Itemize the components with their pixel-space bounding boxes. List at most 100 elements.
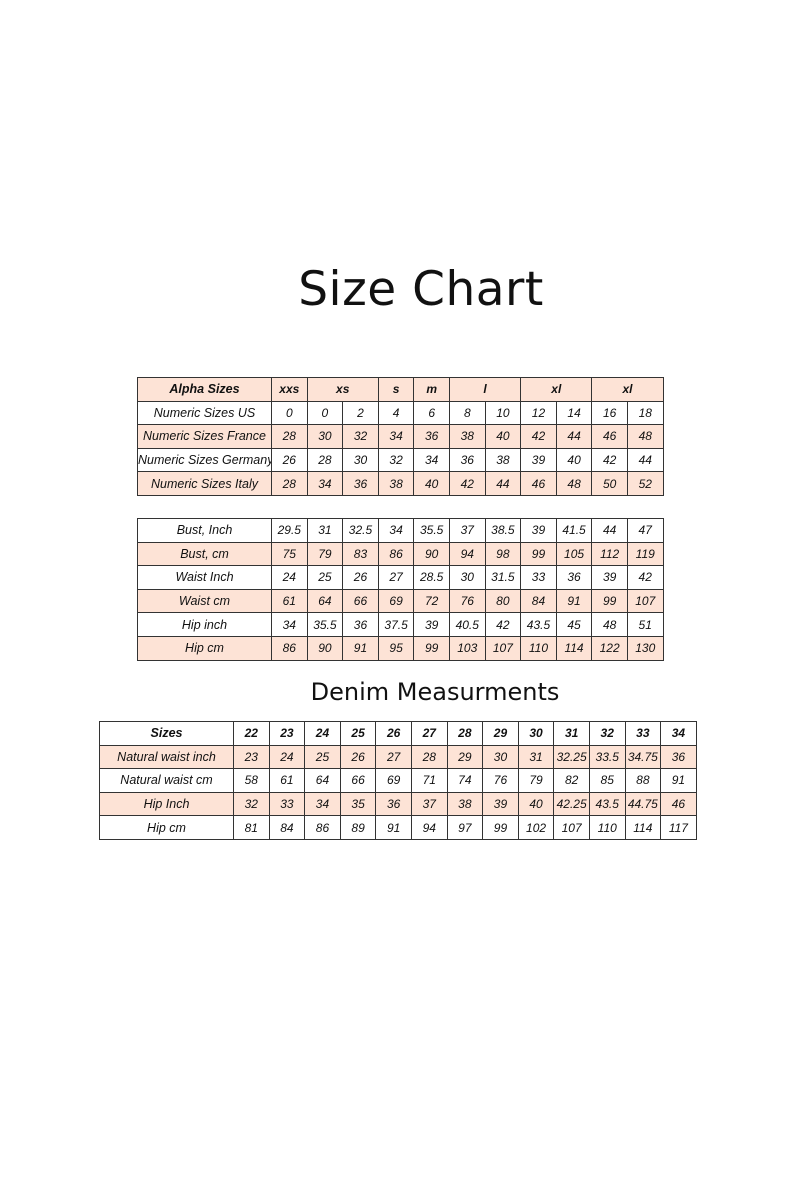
table-cell: 36 [375, 791, 412, 817]
table-cell: 75 [271, 541, 308, 567]
table-cell: 18 [626, 400, 664, 426]
table-cell: 28 [306, 447, 344, 473]
table-cell: 39 [482, 791, 519, 817]
table-cell: 38 [484, 447, 522, 473]
table-cell: 42 [591, 447, 628, 473]
table-cell: 112 [591, 541, 628, 567]
table-cell: 42 [520, 424, 557, 449]
body-measurements-table: Bust, Inch 29.5 31 32.5 34 35.5 37 38.5 39 41.5 44… [137, 518, 664, 661]
table-cell: 8 [448, 400, 486, 426]
table-cell: 30 [448, 565, 486, 590]
table-cell: 29 [446, 744, 484, 770]
table-cell: 32 [233, 791, 270, 817]
table-cell: 42 [484, 612, 522, 637]
table-cell: 64 [304, 768, 341, 793]
table-row: Hip inch 34 35.5 36 37.5 39 40.5 42 43.5 45 48 51 [137, 612, 664, 637]
table-cell: 79 [517, 768, 555, 793]
table-cell: 26 [342, 565, 379, 590]
table-cell: 130 [626, 635, 664, 661]
table-cell: 99 [482, 815, 519, 840]
table-cell: 35.5 [306, 612, 344, 637]
table-cell: 25 [304, 744, 341, 770]
table-cell: 44.75 [624, 791, 662, 817]
table-cell: 27 [377, 565, 415, 590]
table-cell: 94 [410, 815, 448, 840]
table-cell: 28 [271, 424, 308, 449]
table-cell: 117 [660, 815, 697, 840]
table-cell: 99 [520, 541, 557, 567]
table-cell: 16 [591, 400, 628, 426]
header-cell: 34 [660, 721, 697, 746]
table-cell: 46 [660, 791, 697, 817]
table-cell: 84 [268, 815, 306, 840]
table-cell: 37.5 [377, 612, 415, 637]
header-cell: 32 [588, 721, 626, 746]
table-cell: 40 [555, 447, 593, 473]
table-cell: 44 [484, 471, 522, 496]
row-label: Hip inch [137, 612, 272, 637]
table-cell: 83 [342, 541, 379, 567]
table-cell: 38 [377, 471, 415, 496]
table-cell: 91 [375, 815, 412, 840]
table-cell: 28 [271, 471, 308, 496]
table-cell: 25 [306, 565, 344, 590]
table-cell: 66 [339, 768, 377, 793]
header-cell: xl [591, 377, 664, 402]
table-cell: 33.5 [588, 744, 626, 770]
table-cell: 58 [233, 768, 270, 793]
table-cell: 14 [555, 400, 593, 426]
table-row: Numeric Sizes France 28 30 32 34 36 38 40 42 44 46… [137, 424, 664, 449]
table-cell: 12 [520, 400, 557, 426]
table-row: Numeric Sizes Germany 26 28 30 32 34 36 38 39 40 4… [137, 447, 664, 473]
table-cell: 69 [375, 768, 412, 793]
header-cell: xs [306, 377, 379, 402]
table-row: Bust, cm 75 79 83 86 90 94 98 99 105 112 119 [137, 541, 664, 567]
table-row: Bust, Inch 29.5 31 32.5 34 35.5 37 38.5 39 41.5 44… [137, 518, 664, 543]
table-cell: 72 [413, 588, 450, 614]
alpha-sizes-table: Alpha Sizes xxs xs s m l xl xl Numeric Sizes US 0… [137, 377, 664, 496]
table-cell: 10 [484, 400, 522, 426]
table-row: Waist Inch 24 25 26 27 28.5 30 31.5 33 36 39 42 [137, 565, 664, 590]
table-cell: 36 [342, 612, 379, 637]
table-cell: 46 [591, 424, 628, 449]
header-cell: l [448, 377, 522, 402]
table-cell: 40.5 [448, 612, 486, 637]
table-cell: 47 [626, 518, 664, 543]
table-cell: 34 [306, 471, 344, 496]
table-row: Numeric Sizes Italy 28 34 36 38 40 42 44 46 48 50 5… [137, 471, 664, 496]
table-cell: 43.5 [520, 612, 557, 637]
table-cell: 42.25 [553, 791, 590, 817]
table-cell: 119 [626, 541, 664, 567]
table-cell: 48 [555, 471, 593, 496]
table-cell: 35.5 [413, 518, 450, 543]
table-cell: 86 [304, 815, 341, 840]
table-cell: 122 [591, 635, 628, 661]
table-cell: 76 [482, 768, 519, 793]
table-cell: 30 [306, 424, 344, 449]
header-cell: s [377, 377, 415, 402]
table-cell: 105 [555, 541, 593, 567]
header-cell: 23 [268, 721, 306, 746]
table-cell: 32.5 [342, 518, 379, 543]
table-row: Natural waist cm 58 61 64 66 69 71 74 76 79 82 85 88… [99, 768, 697, 793]
row-label: Hip cm [137, 635, 272, 661]
table-cell: 39 [413, 612, 450, 637]
table-cell: 32 [342, 424, 379, 449]
table-cell: 74 [446, 768, 484, 793]
row-label: Bust, cm [137, 541, 272, 567]
header-cell: 31 [553, 721, 590, 746]
table-row: Hip cm 86 90 91 95 99 103 107 110 114 122 130 [137, 635, 664, 661]
table-cell: 40 [517, 791, 555, 817]
header-cell: 22 [233, 721, 270, 746]
table-cell: 39 [520, 518, 557, 543]
table-cell: 90 [413, 541, 450, 567]
row-label: Numeric Sizes US [137, 400, 272, 426]
table-cell: 89 [339, 815, 377, 840]
table-cell: 33 [520, 565, 557, 590]
table-cell: 46 [520, 471, 557, 496]
table-cell: 36 [342, 471, 379, 496]
table-cell: 34 [413, 447, 450, 473]
table-cell: 98 [484, 541, 522, 567]
table-cell: 38.5 [484, 518, 522, 543]
table-cell: 84 [520, 588, 557, 614]
